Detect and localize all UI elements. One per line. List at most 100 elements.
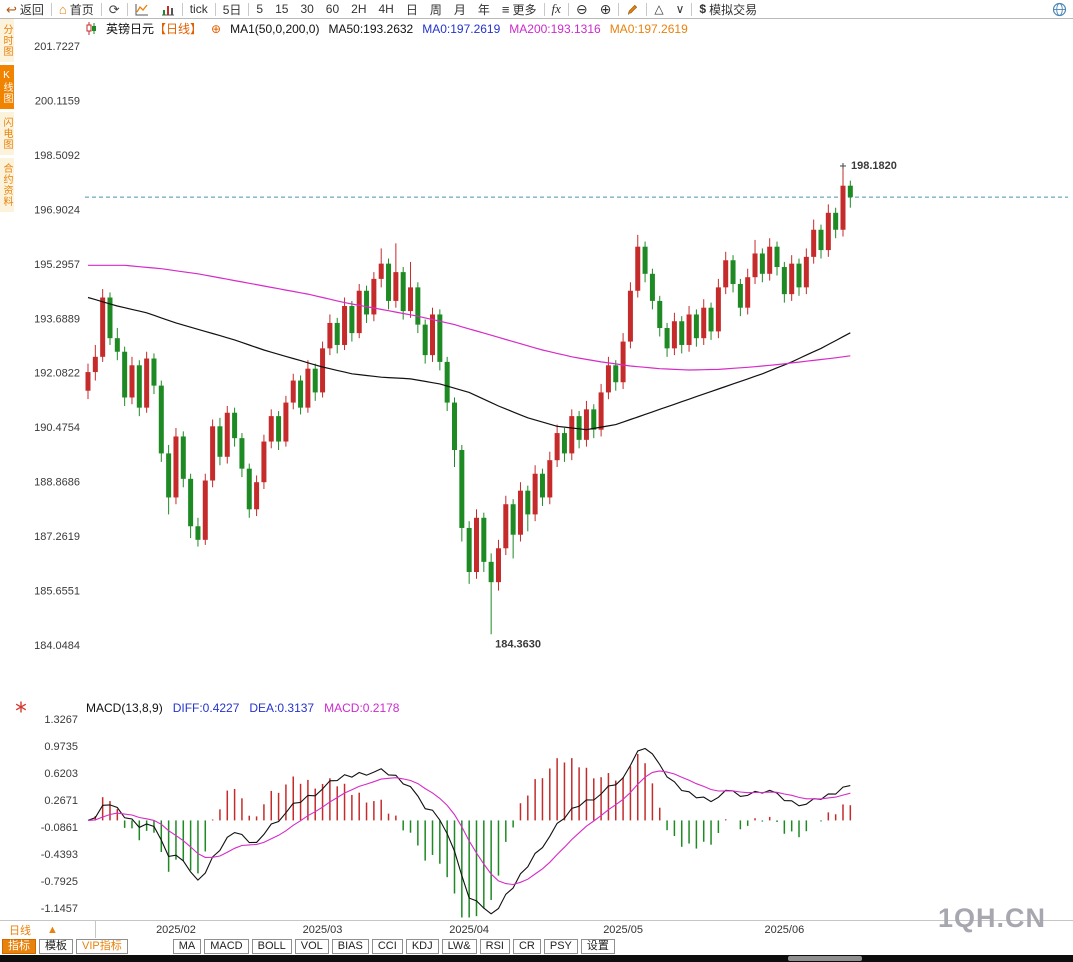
language-globe-button[interactable] [1046,0,1073,18]
svg-text:-0.7925: -0.7925 [41,876,78,888]
more-button[interactable]: ≡ 更多 [496,0,543,18]
indicator-tab[interactable]: CR [512,939,541,954]
interval-button[interactable]: 15 [275,2,289,16]
candle [452,397,457,467]
candle [671,312,677,356]
svg-text:0.2671: 0.2671 [44,795,78,807]
candle [825,204,831,257]
candle [701,299,707,345]
indicator-tab[interactable]: 设置 [580,939,615,954]
candle [224,405,230,464]
interval-button[interactable]: 周 [429,2,442,17]
candle [283,395,289,447]
symbol-name: 英镑日元 [106,22,155,36]
macd-chart-canvas[interactable]: 1.3267 0.9735 0.6203 0.2671 -0.0861 -0.4393 -0… [0,700,1073,920]
taskbar-item[interactable] [788,956,862,961]
indicator-tab[interactable]: BOLL [251,939,292,954]
interval-button[interactable]: 4H [378,2,394,16]
indicator-tab[interactable]: PSY [543,939,578,954]
candle [188,473,194,539]
indicator-tab[interactable]: VOL [294,939,329,954]
x-axis-label: 2025/02 [156,924,196,936]
candle [195,517,201,547]
zoom-in-button[interactable]: ⊕ [594,0,618,18]
x-axis-label: 2025/06 [764,924,805,936]
taskbar[interactable] [0,955,1073,962]
svg-text:1.3267: 1.3267 [44,714,78,726]
period-label: 日线 [9,924,31,937]
candle [818,224,824,259]
more-label: 更多 [512,2,537,17]
indicator-tab[interactable]: KDJ [405,939,439,954]
main-chart-canvas[interactable]: 201.7227 200.1159 198.5092 196.9024 195.2957… [0,36,1073,700]
interval-button[interactable]: 日 [405,2,418,17]
sidebar-tab[interactable]: 合约资料 [0,158,14,212]
period-dropdown-button[interactable]: 日线 ▲ [0,921,96,939]
draw-pencil-button[interactable] [620,0,645,18]
svg-text:0.9735: 0.9735 [44,741,78,753]
candle [569,409,575,461]
candle [166,444,172,515]
toolbar-separator [126,2,128,16]
indicator-tab[interactable]: CCI [371,939,403,954]
interval-button[interactable]: 30 [300,2,314,16]
low-annotation: 184.3630 [495,638,541,650]
volume-chart-type-button[interactable] [155,0,181,18]
toolbar-separator [100,2,102,16]
candle [481,512,487,573]
indicator-tab[interactable]: BIAS [331,939,369,954]
zoom-out-button[interactable]: ⊖ [570,0,594,18]
back-button[interactable]: ↩ 返回 [0,0,50,18]
indicator-tab[interactable]: VIP指标 [76,939,128,954]
candle [649,268,655,310]
indicator-tab[interactable]: 指标 [2,939,36,954]
candle [517,482,523,542]
add-indicator-icon[interactable]: ⊕ [211,21,222,36]
indicator-tab[interactable]: 模板 [39,939,73,954]
interval-button[interactable]: 5 [256,2,264,16]
sidebar-tab[interactable]: 分时图 [0,19,14,62]
candle [202,473,208,545]
sidebar-tab[interactable]: 闪电图 [0,112,14,155]
interval-button[interactable]: 月 [453,2,466,17]
indicator-tab[interactable]: MA [172,939,202,954]
x-axis-label: 2025/03 [302,924,343,936]
sidebar-tab[interactable]: K线图 [0,65,14,109]
indicator-tab[interactable]: LW& [441,939,477,954]
candle [576,411,582,449]
refresh-button[interactable]: ⟳ [103,0,126,18]
indicator-tab[interactable]: RSI [479,939,510,954]
indicator-settings-icon[interactable] [15,701,27,713]
candle [840,165,846,237]
candle [583,400,589,447]
draw-triangle-button[interactable]: △ [648,0,669,18]
draw-polyline-button[interactable]: ∨ [670,0,691,18]
candle [620,333,626,390]
sim-trade-button[interactable]: $ 模拟交易 [693,0,763,18]
svg-text:196.9024: 196.9024 [34,204,80,216]
watermark: 1QH.CN [938,903,1047,933]
svg-text:-1.1457: -1.1457 [41,903,78,915]
interval-tick-button[interactable]: tick [189,2,208,16]
pencil-icon [628,4,638,15]
interval-button[interactable]: 2H [351,2,367,16]
candle [349,300,355,342]
globe-icon [1052,2,1067,16]
interval-5day-button[interactable]: 5日 [222,2,242,17]
ma200-line [88,264,851,371]
line-chart-type-button[interactable] [129,0,155,18]
candle [144,351,150,413]
interval-button[interactable]: 60 [325,2,340,16]
ma0-value-blue: MA0:197.2619 [422,21,501,36]
indicator-tab[interactable]: MACD [204,939,249,954]
interval-button[interactable]: 年 [477,2,490,17]
candle [305,360,311,413]
home-button[interactable]: ⌂ 首页 [53,0,100,18]
home-label: 首页 [69,2,94,17]
x-axis: 日线 ▲ 2025/02 2025/03 2025/04 2025/05 2025/06 [0,920,1073,939]
candle [664,322,670,357]
formula-editor-button[interactable]: fx [551,1,561,16]
candle [613,360,619,391]
candle [495,539,501,591]
